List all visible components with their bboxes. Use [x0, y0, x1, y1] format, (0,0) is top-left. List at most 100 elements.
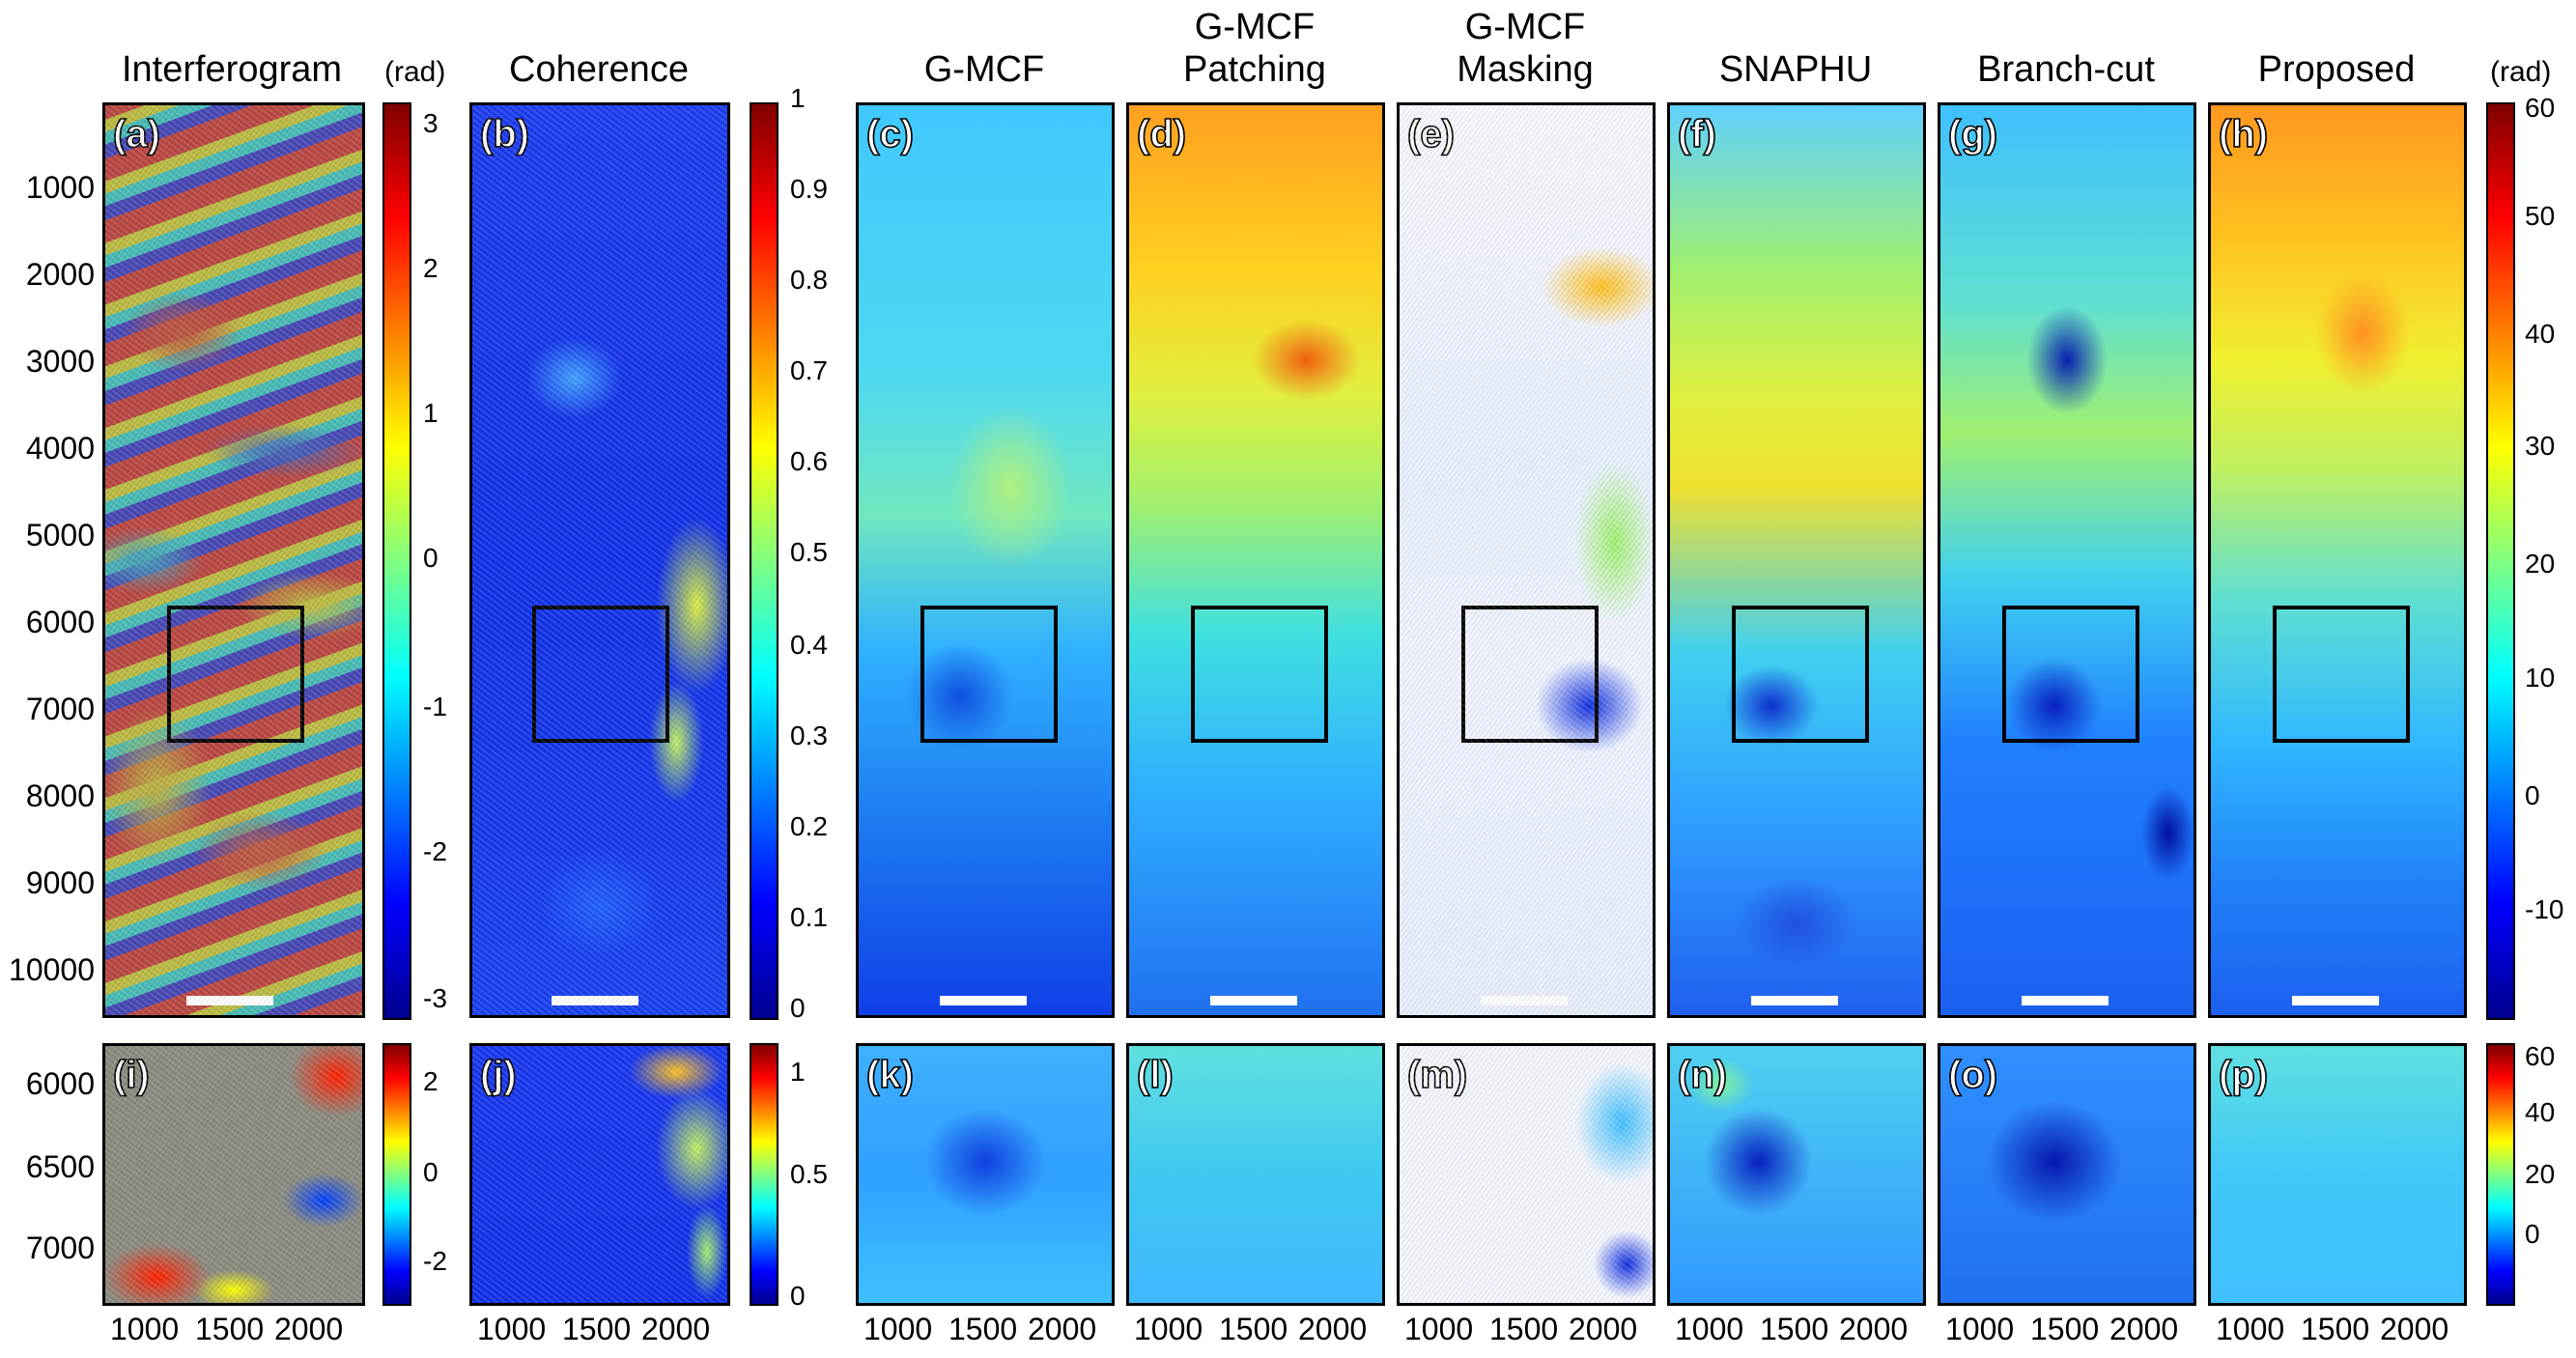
- colorbar-tick-label: -3: [423, 983, 447, 1013]
- panel-label: (c): [865, 112, 914, 156]
- scale-bar: [2292, 996, 2379, 1005]
- colorbar-tick-label: 20: [2525, 1159, 2556, 1189]
- title-gmcf-patching-line2: Patching: [1183, 49, 1326, 90]
- zoom-region-box: [2002, 606, 2139, 743]
- panel-proposed: (h): [2208, 102, 2467, 1018]
- y-tick-label: 2000: [25, 257, 95, 292]
- panel-label: (o): [1947, 1053, 1998, 1097]
- colorbar-tick-label: -2: [423, 1246, 447, 1276]
- zoom-region-box: [920, 606, 1058, 743]
- panel-label: (d): [1136, 112, 1187, 156]
- y-tick-label: 8000: [25, 778, 95, 813]
- x-tick-label: 1000: [2216, 1312, 2285, 1346]
- panel-interferogram-zoom: (i): [102, 1043, 365, 1306]
- x-tick-label: 1500: [1760, 1312, 1829, 1346]
- colorbar-unwrapped-zoom: [2486, 1043, 2515, 1306]
- colorbar-tick-label: 10: [2525, 663, 2556, 693]
- x-tick-label: 2000: [1028, 1312, 1097, 1346]
- scale-bar: [1210, 996, 1297, 1005]
- x-tick-label: 2000: [274, 1312, 344, 1346]
- panel-snaphu: (f): [1667, 102, 1926, 1018]
- panel-label: (m): [1406, 1053, 1468, 1097]
- colorbar-tick-label: 0.1: [790, 902, 828, 932]
- title-gmcf: G-MCF: [923, 49, 1045, 90]
- x-tick-label: 2000: [1569, 1312, 1638, 1346]
- colorbar-tick-label: 0.3: [790, 721, 828, 750]
- colorbar-tick-label: 0.2: [790, 811, 828, 841]
- colorbar-tick-label: 0.4: [790, 630, 828, 660]
- title-coherence: Coherence: [509, 49, 689, 90]
- x-tick-label: 1000: [1675, 1312, 1744, 1346]
- panel-label: (j): [479, 1053, 517, 1097]
- colorbar-tick-label: 50: [2525, 201, 2556, 231]
- colorbar-tick-label: 0: [423, 543, 439, 573]
- x-tick-label: 1500: [195, 1312, 265, 1346]
- x-tick-label: 2000: [2380, 1312, 2449, 1346]
- panel-label: (g): [1947, 112, 1998, 156]
- panel-branchcut-zoom: (o): [1938, 1043, 2196, 1306]
- zoom-region-box: [1732, 606, 1869, 743]
- x-tick-label: 1500: [1219, 1312, 1288, 1346]
- scale-bar: [1751, 996, 1838, 1005]
- x-tick-label: 1000: [110, 1312, 180, 1346]
- colorbar-tick-label: -1: [423, 692, 447, 721]
- panel-gmcf-patching: (d): [1126, 102, 1385, 1018]
- y-tick-label: 6500: [25, 1149, 95, 1184]
- panel-gmcf: (c): [856, 102, 1115, 1018]
- panel-label: (k): [865, 1053, 914, 1097]
- title-gmcf-masking-line2: Masking: [1457, 49, 1594, 90]
- colorbar-tick-label: -2: [423, 836, 447, 866]
- panel-gmcf-zoom: (k): [856, 1043, 1115, 1306]
- colorbar-tick-label: 0: [423, 1157, 439, 1187]
- x-tick-label: 1000: [863, 1312, 933, 1346]
- scale-bar: [186, 996, 273, 1005]
- title-interferogram: Interferogram: [121, 49, 343, 90]
- colorbar-tick-label: 60: [2525, 1041, 2556, 1071]
- panel-label: (e): [1406, 112, 1455, 156]
- colorbar-tick-label: 1: [790, 1057, 806, 1087]
- panel-branchcut: (g): [1938, 102, 2196, 1018]
- units-label-right: (rad): [2490, 56, 2552, 88]
- colorbar-tick-label: 0.7: [790, 355, 828, 385]
- zoom-region-box: [532, 606, 669, 743]
- panel-gmcf-masking-zoom: (m): [1397, 1043, 1656, 1306]
- colorbar-tick-label: 40: [2525, 1097, 2556, 1127]
- y-tick-label: 4000: [25, 431, 95, 466]
- colorbar-coherence: [750, 102, 778, 1020]
- panel-label: (l): [1136, 1053, 1174, 1097]
- panel-gmcf-patching-zoom: (l): [1126, 1043, 1385, 1306]
- scale-bar: [2022, 996, 2109, 1005]
- x-tick-label: 1500: [2301, 1312, 2370, 1346]
- colorbar-tick-label: 0: [790, 993, 806, 1023]
- title-branchcut: Branch-cut: [1977, 49, 2155, 90]
- colorbar-interferogram-zoom: [382, 1043, 411, 1306]
- colorbar-tick-label: 0: [2525, 780, 2540, 810]
- colorbar-interferogram: [382, 102, 411, 1020]
- x-tick-label: 1000: [477, 1312, 547, 1346]
- x-tick-label: 1500: [562, 1312, 632, 1346]
- panel-label: (a): [112, 112, 160, 156]
- title-gmcf-patching-line1: G-MCF: [1194, 7, 1316, 47]
- y-tick-label: 3000: [25, 344, 95, 379]
- scale-bar: [552, 996, 638, 1005]
- panel-interferogram: (a): [102, 102, 365, 1018]
- y-tick-label: 5000: [25, 518, 95, 552]
- scale-bar: [1481, 996, 1568, 1005]
- x-tick-label: 1000: [1134, 1312, 1203, 1346]
- panel-label: (i): [112, 1053, 150, 1097]
- colorbar-tick-label: 0.8: [790, 265, 828, 295]
- colorbar-tick-label: 0.5: [790, 1159, 828, 1189]
- y-tick-label: 7000: [25, 1231, 95, 1265]
- x-tick-label: 2000: [1298, 1312, 1368, 1346]
- colorbar-tick-label: 20: [2525, 549, 2556, 579]
- panel-gmcf-masking: (e): [1397, 102, 1656, 1018]
- x-tick-label: 1500: [2030, 1312, 2100, 1346]
- colorbar-tick-label: 60: [2525, 93, 2556, 123]
- colorbar-tick-label: 3: [423, 108, 439, 138]
- colorbar-tick-label: 2: [423, 1066, 439, 1096]
- panel-label: (n): [1677, 1053, 1728, 1097]
- scale-bar: [940, 996, 1027, 1005]
- x-tick-label: 2000: [2109, 1312, 2179, 1346]
- y-tick-label: 10000: [9, 952, 95, 987]
- colorbar-tick-label: 1: [423, 398, 439, 428]
